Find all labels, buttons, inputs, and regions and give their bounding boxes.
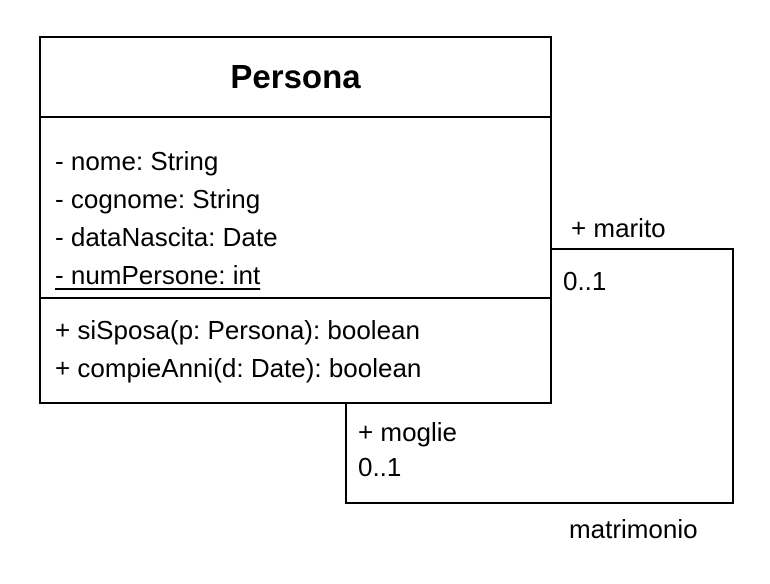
class-name: Persona: [230, 58, 361, 95]
class-name-compartment: Persona: [41, 38, 550, 118]
attributes-compartment: - nome: String - cognome: String - dataN…: [41, 118, 550, 299]
association-path: [345, 248, 734, 504]
multiplicity-moglie: 0..1: [358, 452, 402, 482]
role-marito: + marito: [571, 213, 666, 243]
role-moglie: + moglie: [358, 417, 457, 447]
operation-compieanni: + compieAnni(d: Date): boolean: [55, 353, 422, 383]
multiplicity-marito: 0..1: [563, 266, 607, 296]
association-name: matrimonio: [569, 514, 698, 544]
attribute-numpersone-static: - numPersone: int: [55, 260, 261, 290]
operations-compartment: + siSposa(p: Persona): boolean + compieA…: [41, 299, 550, 387]
attribute-nome: - nome: String: [55, 146, 219, 176]
attribute-datanascita: - dataNascita: Date: [55, 222, 278, 252]
operation-sisposa: + siSposa(p: Persona): boolean: [55, 315, 420, 345]
attribute-cognome: - cognome: String: [55, 184, 261, 214]
class-persona[interactable]: Persona - nome: String - cognome: String…: [39, 36, 552, 404]
